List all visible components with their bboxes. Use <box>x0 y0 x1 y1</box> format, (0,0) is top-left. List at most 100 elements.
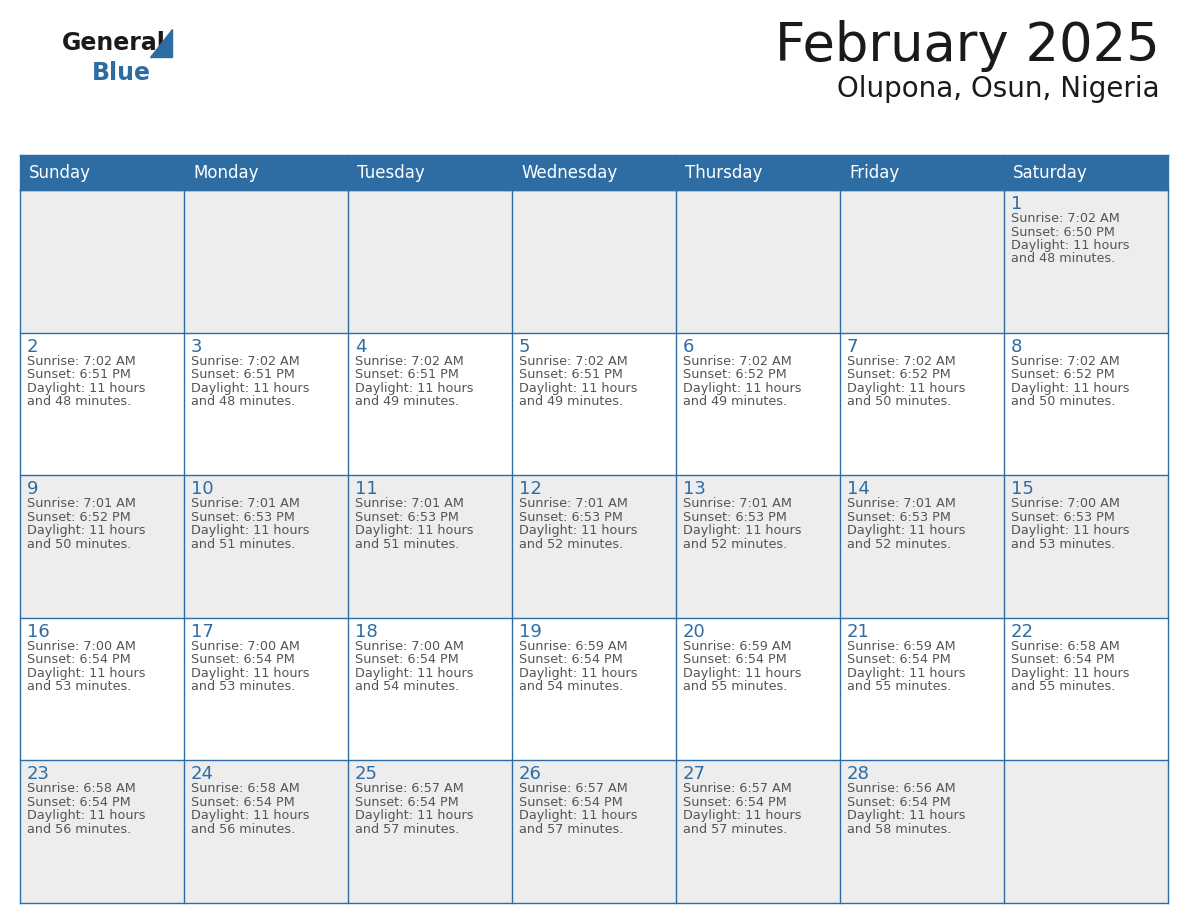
Text: 13: 13 <box>683 480 706 498</box>
Text: 20: 20 <box>683 622 706 641</box>
Bar <box>184 618 348 760</box>
Text: Sunrise: 7:01 AM: Sunrise: 7:01 AM <box>355 498 463 510</box>
Text: Sunrise: 7:01 AM: Sunrise: 7:01 AM <box>519 498 628 510</box>
Text: Daylight: 11 hours: Daylight: 11 hours <box>847 810 966 823</box>
Text: Daylight: 11 hours: Daylight: 11 hours <box>191 382 310 395</box>
Text: Sunset: 6:52 PM: Sunset: 6:52 PM <box>1011 368 1114 381</box>
Polygon shape <box>150 29 172 57</box>
Text: Sunset: 6:52 PM: Sunset: 6:52 PM <box>847 368 950 381</box>
Text: and 48 minutes.: and 48 minutes. <box>1011 252 1116 265</box>
Text: 5: 5 <box>519 338 531 355</box>
Text: Daylight: 11 hours: Daylight: 11 hours <box>847 666 966 680</box>
Text: Sunset: 6:53 PM: Sunset: 6:53 PM <box>847 510 950 523</box>
Text: Sunrise: 7:02 AM: Sunrise: 7:02 AM <box>847 354 956 367</box>
Text: Sunrise: 6:57 AM: Sunrise: 6:57 AM <box>519 782 627 795</box>
Text: Sunset: 6:51 PM: Sunset: 6:51 PM <box>519 368 623 381</box>
Text: and 54 minutes.: and 54 minutes. <box>519 680 624 693</box>
Bar <box>348 760 512 903</box>
Text: Sunset: 6:54 PM: Sunset: 6:54 PM <box>683 796 786 809</box>
Text: Sunset: 6:52 PM: Sunset: 6:52 PM <box>683 368 786 381</box>
Text: Daylight: 11 hours: Daylight: 11 hours <box>1011 382 1130 395</box>
Text: and 50 minutes.: and 50 minutes. <box>847 395 952 409</box>
Text: and 58 minutes.: and 58 minutes. <box>847 823 952 836</box>
Text: Sunday: Sunday <box>29 163 91 182</box>
Text: 28: 28 <box>847 766 870 783</box>
Bar <box>184 476 348 618</box>
Text: Sunrise: 7:00 AM: Sunrise: 7:00 AM <box>1011 498 1120 510</box>
Text: and 52 minutes.: and 52 minutes. <box>847 538 952 551</box>
Text: Daylight: 11 hours: Daylight: 11 hours <box>27 382 145 395</box>
Bar <box>512 760 676 903</box>
Text: Sunrise: 6:56 AM: Sunrise: 6:56 AM <box>847 782 955 795</box>
Text: and 57 minutes.: and 57 minutes. <box>683 823 788 836</box>
Text: 17: 17 <box>191 622 214 641</box>
Text: Olupona, Osun, Nigeria: Olupona, Osun, Nigeria <box>838 75 1159 103</box>
Text: Daylight: 11 hours: Daylight: 11 hours <box>355 524 474 537</box>
Text: and 55 minutes.: and 55 minutes. <box>847 680 952 693</box>
Text: Daylight: 11 hours: Daylight: 11 hours <box>847 524 966 537</box>
Text: and 56 minutes.: and 56 minutes. <box>27 823 131 836</box>
Text: and 48 minutes.: and 48 minutes. <box>191 395 296 409</box>
Text: Saturday: Saturday <box>1013 163 1088 182</box>
Text: Sunset: 6:54 PM: Sunset: 6:54 PM <box>191 796 295 809</box>
Bar <box>676 618 840 760</box>
Text: Daylight: 11 hours: Daylight: 11 hours <box>847 382 966 395</box>
Bar <box>20 155 184 190</box>
Text: Daylight: 11 hours: Daylight: 11 hours <box>683 810 802 823</box>
Text: Daylight: 11 hours: Daylight: 11 hours <box>27 666 145 680</box>
Bar <box>840 760 1004 903</box>
Bar <box>20 332 184 476</box>
Text: 4: 4 <box>355 338 367 355</box>
Text: 19: 19 <box>519 622 542 641</box>
Text: and 51 minutes.: and 51 minutes. <box>191 538 296 551</box>
Text: Sunset: 6:54 PM: Sunset: 6:54 PM <box>519 654 623 666</box>
Bar <box>20 760 184 903</box>
Text: and 57 minutes.: and 57 minutes. <box>519 823 624 836</box>
Text: Sunset: 6:53 PM: Sunset: 6:53 PM <box>355 510 459 523</box>
Text: Daylight: 11 hours: Daylight: 11 hours <box>519 810 638 823</box>
Text: Sunrise: 7:02 AM: Sunrise: 7:02 AM <box>27 354 135 367</box>
Text: and 54 minutes.: and 54 minutes. <box>355 680 460 693</box>
Text: Daylight: 11 hours: Daylight: 11 hours <box>355 810 474 823</box>
Text: 24: 24 <box>191 766 214 783</box>
Text: Sunrise: 7:00 AM: Sunrise: 7:00 AM <box>355 640 463 653</box>
Bar <box>512 190 676 332</box>
Text: Daylight: 11 hours: Daylight: 11 hours <box>519 382 638 395</box>
Text: and 51 minutes.: and 51 minutes. <box>355 538 460 551</box>
Bar <box>840 618 1004 760</box>
Text: 2: 2 <box>27 338 38 355</box>
Bar <box>1004 332 1168 476</box>
Bar <box>348 190 512 332</box>
Text: and 55 minutes.: and 55 minutes. <box>1011 680 1116 693</box>
Bar <box>512 476 676 618</box>
Bar <box>184 190 348 332</box>
Text: Sunset: 6:52 PM: Sunset: 6:52 PM <box>27 510 131 523</box>
Text: Daylight: 11 hours: Daylight: 11 hours <box>27 524 145 537</box>
Text: Wednesday: Wednesday <box>522 163 618 182</box>
Text: 21: 21 <box>847 622 870 641</box>
Text: 14: 14 <box>847 480 870 498</box>
Text: General: General <box>62 31 166 55</box>
Text: Sunset: 6:53 PM: Sunset: 6:53 PM <box>683 510 786 523</box>
Text: Daylight: 11 hours: Daylight: 11 hours <box>519 524 638 537</box>
Text: 18: 18 <box>355 622 378 641</box>
Bar <box>840 155 1004 190</box>
Text: Sunset: 6:54 PM: Sunset: 6:54 PM <box>519 796 623 809</box>
Text: Daylight: 11 hours: Daylight: 11 hours <box>355 382 474 395</box>
Text: February 2025: February 2025 <box>776 20 1159 72</box>
Text: and 52 minutes.: and 52 minutes. <box>683 538 788 551</box>
Text: Sunset: 6:53 PM: Sunset: 6:53 PM <box>519 510 623 523</box>
Bar <box>1004 155 1168 190</box>
Text: and 50 minutes.: and 50 minutes. <box>27 538 132 551</box>
Text: Thursday: Thursday <box>685 163 763 182</box>
Bar <box>184 760 348 903</box>
Text: Daylight: 11 hours: Daylight: 11 hours <box>1011 666 1130 680</box>
Text: 3: 3 <box>191 338 202 355</box>
Text: Monday: Monday <box>192 163 259 182</box>
Text: and 53 minutes.: and 53 minutes. <box>27 680 132 693</box>
Text: Daylight: 11 hours: Daylight: 11 hours <box>683 382 802 395</box>
Text: 22: 22 <box>1011 622 1034 641</box>
Text: and 49 minutes.: and 49 minutes. <box>355 395 459 409</box>
Bar <box>840 476 1004 618</box>
Text: Sunset: 6:51 PM: Sunset: 6:51 PM <box>191 368 295 381</box>
